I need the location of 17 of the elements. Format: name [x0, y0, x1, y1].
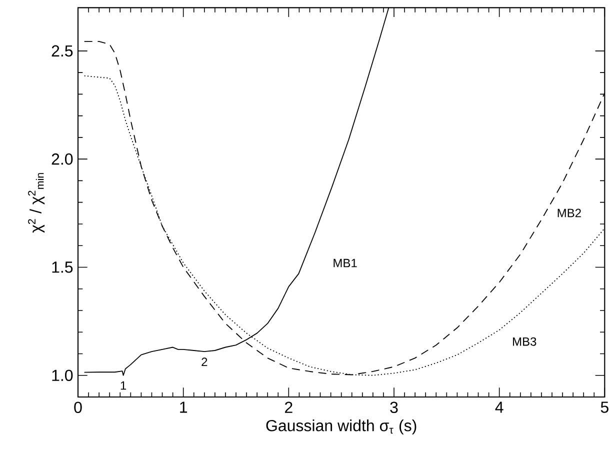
- x-tick-label: 0: [74, 402, 82, 414]
- y-axis-title: χ$^{2}$ / χ$^{2}$min: [28, 173, 45, 233]
- y-tick-label: 1.0: [52, 370, 73, 382]
- annotation: 2: [202, 358, 208, 366]
- y-tick-label: 2.0: [52, 153, 73, 165]
- series-label: MB2: [558, 208, 581, 218]
- text: MB1: [334, 258, 357, 268]
- annotation: 1: [120, 381, 126, 390]
- y-tick-label: 2.5: [52, 45, 73, 57]
- series-label: MB3: [513, 337, 536, 346]
- x-tick-label: 3: [390, 402, 398, 414]
- x-tick-label: 2: [285, 402, 292, 413]
- x-tick-label: 5: [600, 402, 608, 413]
- x-tick-label: 1: [180, 402, 187, 413]
- x-tick-label: 4: [495, 402, 504, 413]
- x-axis-title: Gaussian width σ$_{τ}$ (s): [266, 420, 416, 434]
- y-tick-label: 1.5: [52, 262, 73, 273]
